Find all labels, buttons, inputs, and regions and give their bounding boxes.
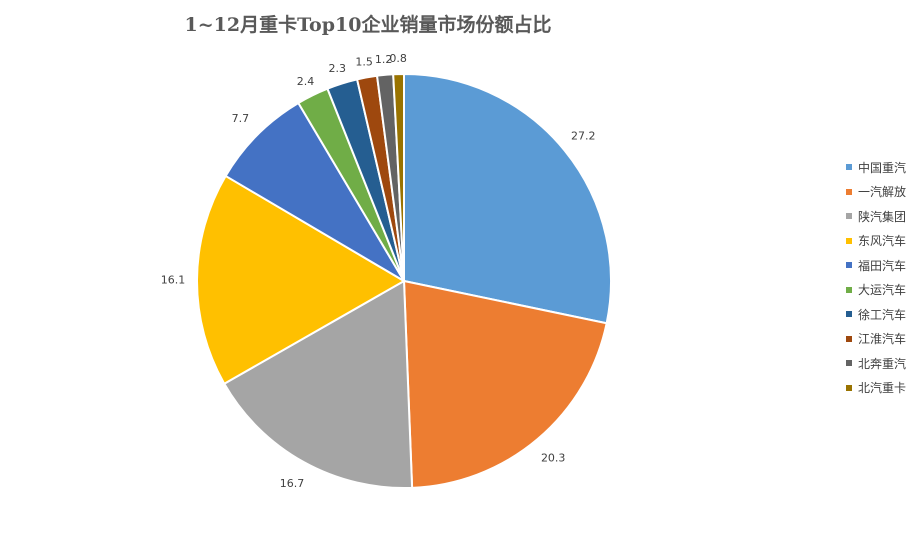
legend-label: 福田汽车 [858,258,907,273]
legend-label: 东风汽车 [858,234,907,249]
legend-swatch [846,164,852,171]
legend-label: 江淮汽车 [858,332,907,347]
data-label-8: 1.5 [355,56,373,69]
legend-item-1: 中国重汽 [846,155,906,180]
legend-item-5: 福田汽车 [846,253,906,278]
pie-slice-1 [403,72,612,325]
legend-label: 北汽重卡 [858,381,907,396]
pie-slice-2 [402,279,608,489]
legend-swatch [846,360,852,367]
legend-item-2: 一汽解放 [846,180,906,205]
data-label-5: 7.7 [232,112,250,125]
legend-label: 大运汽车 [858,283,907,298]
legend-swatch [846,286,852,293]
pie-slice-5 [224,101,405,282]
data-label-7: 2.3 [329,62,347,75]
data-label-3: 16.7 [280,477,305,490]
legend-label: 一汽解放 [858,185,907,200]
legend-item-3: 陕汽集团 [846,204,906,229]
legend-swatch [846,335,852,342]
data-label-2: 20.3 [541,451,566,464]
legend-swatch [846,213,852,220]
legend-item-6: 大运汽车 [846,278,906,303]
legend-item-9: 北奔重汽 [846,351,906,376]
legend-label: 陕汽集团 [858,209,907,224]
pie-slice-4 [196,174,406,386]
data-label-6: 2.4 [297,75,315,88]
pie-slice-3 [222,279,414,489]
legend-label: 徐工汽车 [858,307,907,322]
legend-swatch [846,262,852,269]
legend-item-4: 东风汽车 [846,229,906,254]
legend-label: 中国重汽 [858,160,907,175]
data-label-9: 1.2 [375,53,393,66]
data-label-1: 27.2 [571,129,596,142]
legend-item-7: 徐工汽车 [846,302,906,327]
pie-slice-10 [392,72,405,282]
chart-title: 1~12月重卡Top10企业销量市场份额占比 [184,14,552,36]
legend-swatch [846,311,852,318]
legend-label: 北奔重汽 [858,356,907,371]
legend-swatch [846,237,852,244]
data-label-4: 16.1 [161,273,186,286]
legend-item-10: 北汽重卡 [846,376,906,401]
legend-swatch [846,188,852,195]
data-label-10: 0.8 [389,52,407,65]
legend-item-8: 江淮汽车 [846,327,906,352]
legend: 中国重汽一汽解放陕汽集团东风汽车福田汽车大运汽车徐工汽车江淮汽车北奔重汽北汽重卡 [846,155,906,400]
legend-swatch [846,384,852,391]
